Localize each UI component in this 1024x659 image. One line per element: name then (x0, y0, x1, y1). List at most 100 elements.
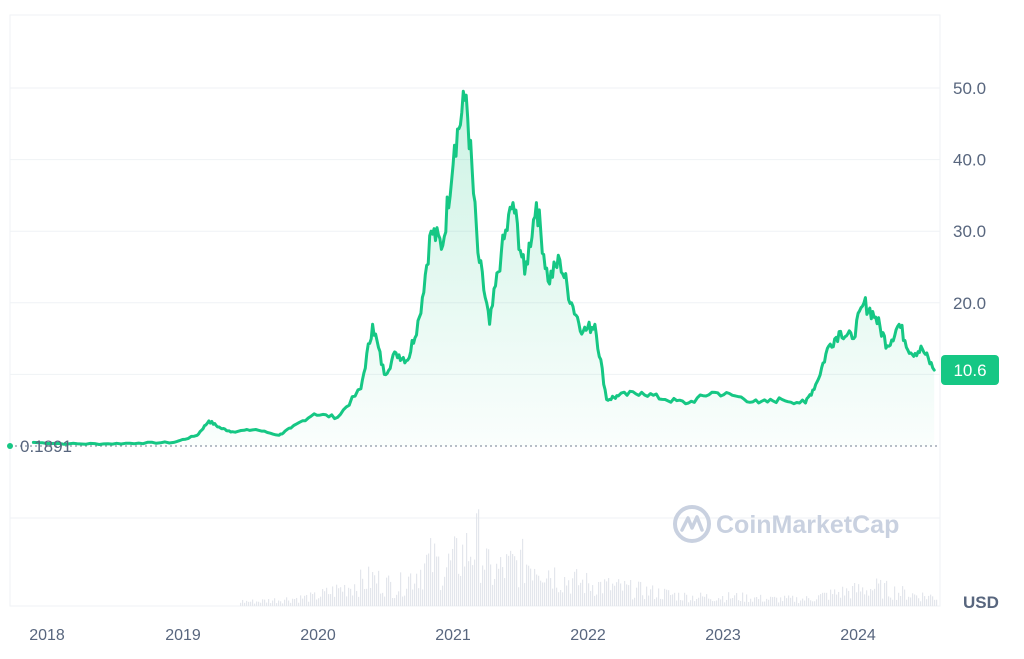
volume-bar (856, 592, 858, 606)
volume-bar (894, 586, 896, 606)
volume-bar (396, 594, 398, 606)
volume-bar (402, 596, 404, 606)
volume-bar (662, 599, 664, 606)
volume-bar (832, 594, 834, 606)
x-tick-label: 2024 (840, 627, 876, 644)
volume-bar (512, 553, 514, 606)
volume-bar (926, 599, 928, 606)
volume-bar (268, 599, 270, 606)
volume-bar (356, 590, 358, 606)
volume-bar (358, 596, 360, 606)
volume-bar (352, 595, 354, 606)
volume-bar (840, 597, 842, 606)
volume-bar (706, 594, 708, 606)
volume-bar (350, 588, 352, 606)
volume-bar (312, 593, 314, 606)
volume-bar (874, 588, 876, 606)
volume-bar (788, 595, 790, 606)
volume-bar (576, 569, 578, 606)
volume-bar (864, 594, 866, 606)
volume-bar (578, 585, 580, 606)
volume-bar (626, 584, 628, 606)
volume-bar (278, 600, 280, 606)
volume-bar (422, 589, 424, 606)
volume-bar (380, 593, 382, 606)
volume-bar (770, 596, 772, 606)
volume-bar (660, 598, 662, 606)
volume-bar (598, 582, 600, 606)
volume-bar (838, 591, 840, 606)
volume-bar (306, 594, 308, 606)
volume-bar (844, 595, 846, 606)
volume-bar (900, 596, 902, 606)
volume-bar (618, 579, 620, 606)
watermark-logo-icon (673, 505, 711, 543)
volume-bar (912, 593, 914, 606)
volume-bar (588, 583, 590, 606)
volume-bar (420, 569, 422, 606)
volume-bar (324, 591, 326, 606)
volume-bar (836, 594, 838, 606)
volume-bar (374, 575, 376, 606)
volume-bar (248, 601, 250, 606)
volume-bar (744, 601, 746, 606)
volume-bar (456, 538, 458, 606)
volume-bar (724, 602, 726, 606)
volume-bar (650, 589, 652, 606)
volume-bar (244, 602, 246, 606)
volume-bar (918, 598, 920, 606)
volume-bar (784, 595, 786, 606)
volume-bar (834, 589, 836, 606)
volume-bar (694, 601, 696, 606)
volume-bar (928, 595, 930, 606)
volume-bar (698, 597, 700, 606)
current-price-label: 10.6 (953, 361, 986, 380)
volume-bar (896, 599, 898, 606)
volume-bar (666, 589, 668, 606)
volume-bar (434, 543, 436, 606)
volume-bar (920, 601, 922, 606)
volume-bar (472, 565, 474, 606)
volume-bar (680, 600, 682, 606)
volume-bar (570, 593, 572, 606)
volume-bar (548, 570, 550, 606)
volume-bar (414, 583, 416, 606)
x-tick-label: 2019 (165, 627, 201, 644)
volume-bar (630, 580, 632, 606)
volume-bar (880, 579, 882, 606)
volume-bar (830, 589, 832, 606)
volume-bar (256, 601, 258, 606)
volume-bar (764, 601, 766, 606)
volume-bar (448, 553, 450, 606)
volume-bar (506, 554, 508, 606)
volume-bar (518, 587, 520, 606)
volume-bar (338, 588, 340, 606)
volume-bar (400, 572, 402, 606)
volume-bar (242, 599, 244, 606)
volume-bar (470, 556, 472, 606)
volume-bar (292, 598, 294, 606)
volume-bar (664, 588, 666, 606)
volume-bar (814, 601, 816, 606)
volume-bar (768, 599, 770, 606)
volume-bar (738, 600, 740, 606)
volume-bar (496, 563, 498, 606)
volume-bar (718, 598, 720, 606)
volume-bar (930, 594, 932, 606)
volume-bar (446, 567, 448, 606)
volume-bar (638, 581, 640, 606)
volume-bar (690, 600, 692, 606)
volume-bar (754, 597, 756, 606)
volume-bar (762, 601, 764, 606)
volume-bar (584, 593, 586, 606)
volume-bar (804, 600, 806, 606)
volume-bar (716, 600, 718, 606)
volume-bar (346, 596, 348, 606)
volume-bar (622, 590, 624, 606)
volume-bar (890, 597, 892, 606)
y-tick-label: 40.0 (953, 151, 986, 170)
volume-bar (796, 597, 798, 606)
volume-bar (318, 598, 320, 606)
volume-bar (558, 592, 560, 606)
volume-bar (692, 595, 694, 606)
